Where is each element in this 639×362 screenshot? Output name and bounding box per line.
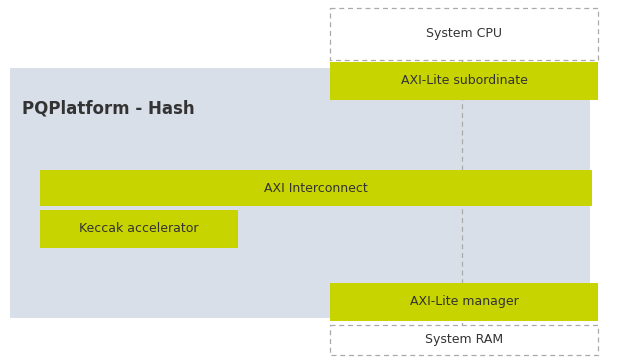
Bar bbox=[40, 170, 592, 206]
Text: System CPU: System CPU bbox=[426, 28, 502, 41]
Bar bbox=[330, 283, 598, 321]
Bar bbox=[40, 210, 238, 248]
Text: AXI Interconnect: AXI Interconnect bbox=[264, 181, 368, 194]
Bar bbox=[330, 8, 598, 60]
Text: PQPlatform - Hash: PQPlatform - Hash bbox=[22, 100, 195, 118]
Text: System RAM: System RAM bbox=[425, 333, 503, 346]
Text: Keccak accelerator: Keccak accelerator bbox=[79, 223, 199, 236]
Text: AXI-Lite subordinate: AXI-Lite subordinate bbox=[401, 75, 527, 88]
Bar bbox=[330, 62, 598, 100]
Bar bbox=[10, 68, 590, 318]
Text: AXI-Lite manager: AXI-Lite manager bbox=[410, 295, 518, 308]
Bar bbox=[330, 325, 598, 355]
